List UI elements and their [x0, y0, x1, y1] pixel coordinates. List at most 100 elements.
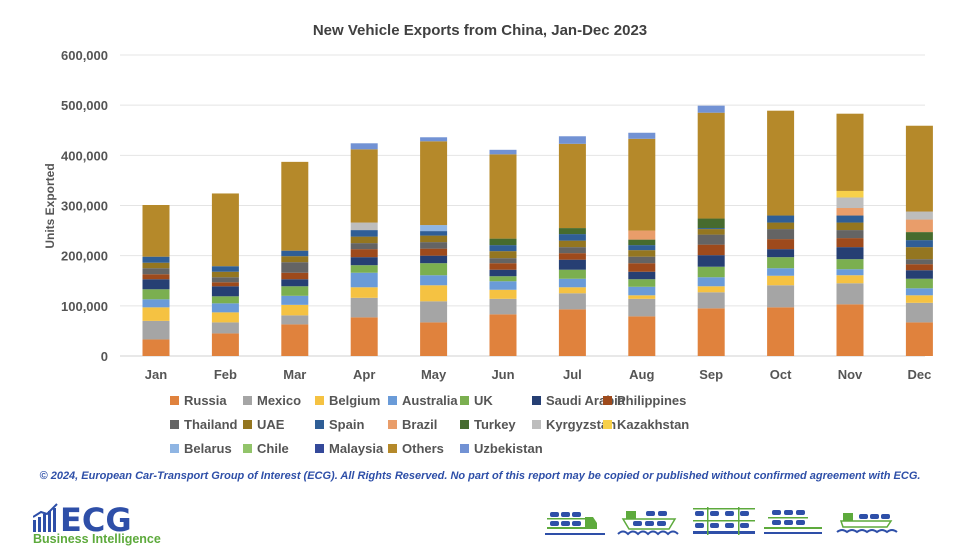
legend-label: Spain: [329, 417, 365, 432]
x-tick-label: Oct: [770, 367, 792, 382]
bar-segment-mexico: [836, 283, 864, 305]
bar-segment-australia: [767, 268, 795, 276]
bar-segment-uzbekistan: [558, 136, 586, 144]
bar-segment-australia: [489, 281, 517, 290]
bar-segment-belgium: [767, 275, 795, 286]
bar-segment-thailand: [350, 243, 378, 250]
bar-segment-thailand: [697, 234, 725, 245]
legend-item: Turkey: [460, 417, 516, 432]
legend-swatch: [388, 444, 397, 453]
bar-segment-spain: [836, 215, 864, 223]
chart-title: New Vehicle Exports from China, Jan-Dec …: [312, 22, 648, 39]
legend-swatch: [315, 420, 324, 429]
legend-swatch: [170, 396, 179, 405]
bar-segment-spain: [558, 234, 586, 241]
bar-segment-australia: [628, 286, 656, 296]
legend-swatch: [603, 396, 612, 405]
bar-segment-belgium: [142, 307, 170, 321]
legend-label: Uzbekistan: [474, 441, 543, 456]
legend-label: Others: [402, 441, 444, 456]
legend-label: UAE: [257, 417, 285, 432]
bar-segment-saudi-arabia: [281, 279, 309, 287]
bar-segment-uae: [697, 229, 725, 235]
legend-swatch: [170, 444, 179, 453]
bar-segment-spain: [142, 256, 170, 263]
bar-segment-belgium: [211, 312, 239, 323]
x-tick-label: Mar: [283, 367, 306, 382]
legend-swatch: [388, 396, 397, 405]
legend-item: Mexico: [243, 393, 301, 408]
bar-segment-philippines: [420, 248, 448, 256]
bar-segment-uk: [281, 286, 309, 296]
bar-segment-uae: [420, 235, 448, 243]
bar-segment-saudi-arabia: [628, 271, 656, 280]
legend-swatch: [170, 420, 179, 429]
bar-segment-uzbekistan: [350, 143, 378, 150]
bar-segment-others: [767, 110, 795, 216]
bar-segment-australia: [211, 303, 239, 313]
bar-segment-uk: [211, 296, 239, 304]
bar-segment-saudi-arabia: [142, 279, 170, 290]
x-tick-label: Apr: [353, 367, 375, 382]
y-tick-label: 0: [101, 349, 108, 364]
legend-label: Mexico: [257, 393, 302, 408]
bar-segment-russia: [697, 308, 725, 356]
bar-segment-uk: [767, 257, 795, 269]
bar-segment-spain: [350, 230, 378, 237]
x-tick-label: Jan: [145, 367, 167, 382]
legend-swatch: [243, 396, 252, 405]
x-tick-label: Dec: [907, 367, 931, 382]
y-tick-label: 400,000: [61, 148, 108, 163]
truck-transporter-icon: [545, 512, 605, 535]
legend-label: Malaysia: [329, 441, 384, 456]
bar-segment-spain: [767, 215, 795, 223]
bar-segment-others: [350, 149, 378, 223]
bar-segment-belarus: [420, 225, 448, 232]
bar-segment-thailand: [211, 277, 239, 283]
bar-segment-thailand: [905, 259, 933, 265]
legend-label: Belarus: [184, 441, 232, 456]
bar-segment-belgium: [350, 287, 378, 298]
bar-segment-mexico: [905, 302, 933, 323]
x-tick-label: Sep: [699, 367, 723, 382]
legend-item: Thailand: [170, 417, 237, 432]
legend-label: Belgium: [329, 393, 381, 408]
bar-segment-uk: [558, 269, 586, 279]
bar-segment-philippines: [558, 253, 586, 260]
legend-item: Brazil: [388, 417, 437, 432]
bar-segment-others: [211, 193, 239, 267]
bar-segment-uae: [905, 247, 933, 260]
y-tick-label: 600,000: [61, 48, 108, 63]
bar-segment-belgium: [905, 295, 933, 303]
bar-segment-others: [905, 125, 933, 212]
bar-segment-turkey: [489, 238, 517, 246]
bar-segment-russia: [558, 309, 586, 356]
bar-segment-others: [142, 204, 170, 257]
legend-item: Philippines: [603, 393, 686, 408]
bar-segment-turkey: [697, 218, 725, 229]
bar-segment-philippines: [836, 238, 864, 248]
legend-item: Belarus: [170, 441, 232, 456]
bar-segment-philippines: [281, 272, 309, 280]
bar-segment-brazil: [836, 208, 864, 216]
cargo-ship-icon: [836, 513, 898, 534]
bar-segment-others: [489, 154, 517, 239]
x-tick-label: Aug: [629, 367, 654, 382]
bar-segment-uae: [628, 250, 656, 257]
legend-swatch: [315, 444, 324, 453]
rail-car-transporter-icon: [764, 510, 822, 534]
bar-segment-mexico: [211, 322, 239, 334]
bar-segment-brazil: [905, 219, 933, 233]
legend-swatch: [532, 396, 541, 405]
bar-segment-russia: [905, 322, 933, 356]
transport-icons: [545, 507, 898, 536]
bar-segment-uk: [420, 263, 448, 276]
bar-segment-uae: [281, 256, 309, 263]
bar-segment-australia: [142, 299, 170, 308]
bar-segment-australia: [558, 278, 586, 288]
bar-segment-philippines: [697, 244, 725, 256]
bar-segment-spain: [628, 245, 656, 251]
y-tick-label: 500,000: [61, 98, 108, 113]
legend-label: Brazil: [402, 417, 438, 432]
bar-segment-belgium: [420, 285, 448, 302]
